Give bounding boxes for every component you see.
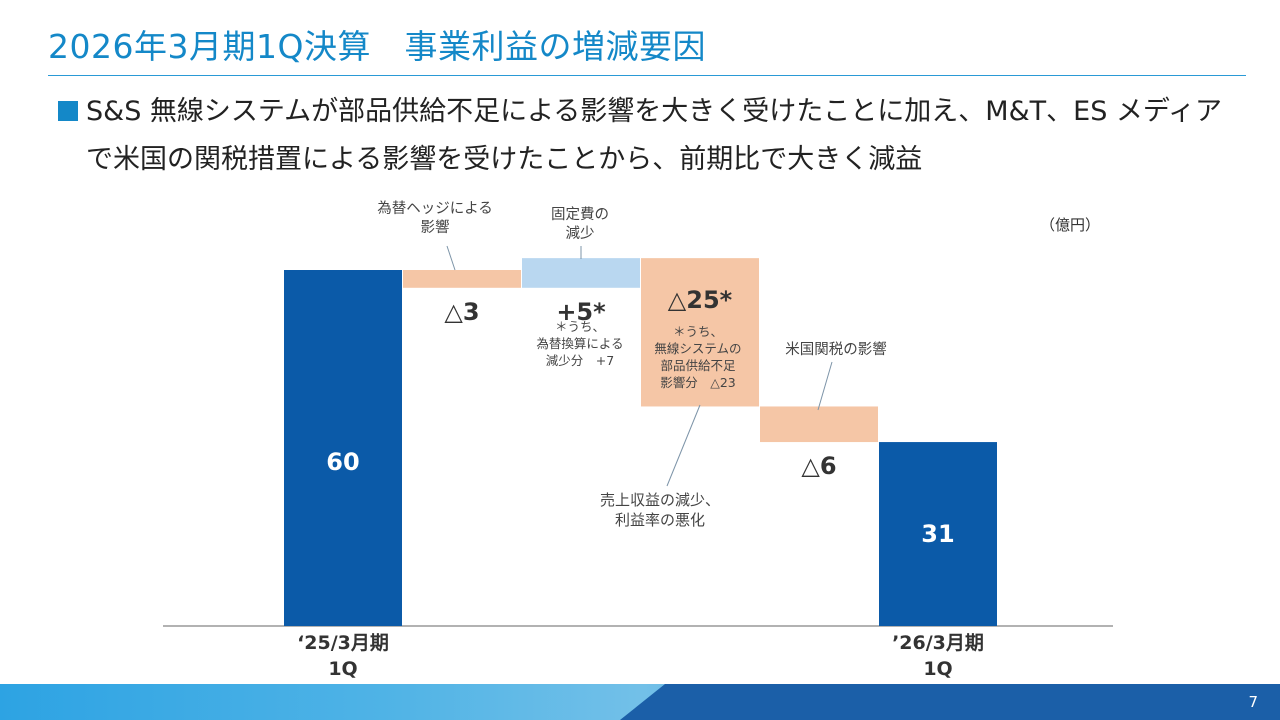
annotation-2-line-0: ＊うち、 bbox=[555, 319, 605, 334]
value-label-3: △25* bbox=[668, 286, 733, 314]
summary-line-1: S&S 無線システムが部品供給不足による影響を大きく受けたことに加え、M&T、E… bbox=[86, 96, 1223, 127]
footer-band-dark bbox=[620, 684, 1280, 720]
annotation-5-line-0: 米国関税の影響 bbox=[785, 340, 887, 358]
value-label-1: △3 bbox=[444, 298, 479, 326]
value-label-4: △6 bbox=[801, 452, 836, 480]
category-label-0-1: 1Q bbox=[328, 658, 357, 680]
unit-label: （億円） bbox=[1040, 216, 1100, 234]
annotation-3-line-3: 影響分 △23 bbox=[660, 375, 736, 390]
annotation-0-leader bbox=[446, 245, 456, 271]
bar-1-decrease bbox=[403, 270, 521, 288]
value-label-5: 31 bbox=[921, 520, 954, 548]
annotation-5-leader bbox=[817, 361, 833, 411]
annotation-2-line-1: 為替換算による bbox=[536, 336, 623, 351]
annotation-4-line-0: 売上収益の減少、 bbox=[600, 491, 720, 509]
value-label-0: 60 bbox=[326, 448, 359, 476]
annotation-0-line-1: 影響 bbox=[421, 218, 450, 236]
annotation-1-line-1: 減少 bbox=[566, 225, 595, 242]
annotation-3-line-0: ＊うち、 bbox=[673, 324, 723, 339]
annotation-0-line-0: 為替ヘッジによる bbox=[377, 200, 493, 217]
summary-bullet: S&S 無線システムが部品供給不足による影響を大きく受けたことに加え、M&T、E… bbox=[86, 88, 1256, 184]
annotation-4-leader bbox=[666, 404, 701, 487]
summary-line-2: で米国の関税措置による影響を受けたことから、前期比で大きく減益 bbox=[86, 144, 923, 175]
category-label-0-0: ‘25/3月期 bbox=[297, 632, 389, 654]
title-divider bbox=[48, 75, 1246, 76]
annotation-1-line-0: 固定費の bbox=[551, 206, 609, 223]
annotation-4-line-1: 利益率の悪化 bbox=[615, 511, 705, 529]
value-label-2: +5* bbox=[556, 298, 606, 326]
bar-3-decrease bbox=[641, 258, 759, 407]
category-label-5-0: ’26/3月期 bbox=[892, 632, 984, 654]
bar-5-total bbox=[879, 442, 997, 626]
bar-4-decrease bbox=[760, 406, 878, 443]
footer-band bbox=[0, 684, 1280, 720]
annotation-3-line-2: 部品供給不足 bbox=[660, 358, 736, 373]
bar-2-increase bbox=[522, 258, 640, 288]
bar-0-total bbox=[284, 270, 402, 626]
category-label-5-1: 1Q bbox=[923, 658, 952, 680]
slide-title: 2026年3月期1Q決算 事業利益の増減要因 bbox=[48, 27, 706, 66]
page-number: 7 bbox=[1248, 693, 1258, 711]
square-bullet-icon bbox=[58, 101, 78, 121]
annotation-2-line-2: 減少分 +7 bbox=[546, 353, 614, 368]
annotation-3-line-1: 無線システムの bbox=[654, 341, 741, 356]
